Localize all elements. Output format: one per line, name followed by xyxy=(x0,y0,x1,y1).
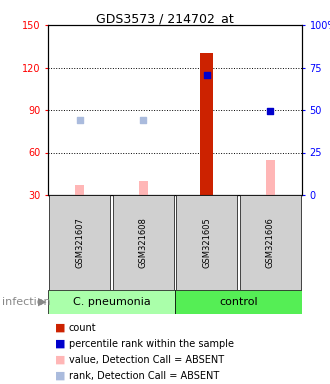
Bar xyxy=(175,290,302,314)
Text: rank, Detection Call = ABSENT: rank, Detection Call = ABSENT xyxy=(69,371,219,381)
Text: ■: ■ xyxy=(54,339,65,349)
Bar xyxy=(75,185,84,195)
Text: C. pneumonia: C. pneumonia xyxy=(73,297,150,307)
Text: control: control xyxy=(219,297,258,307)
Text: ■: ■ xyxy=(54,355,65,365)
Bar xyxy=(266,160,275,195)
Bar xyxy=(240,195,301,290)
Text: GSM321607: GSM321607 xyxy=(75,217,84,268)
Text: count: count xyxy=(69,323,96,333)
Bar xyxy=(200,53,213,195)
Bar xyxy=(176,195,237,290)
Bar xyxy=(48,290,175,314)
Text: GDS3573 / 214702_at: GDS3573 / 214702_at xyxy=(96,12,234,25)
Text: GSM321608: GSM321608 xyxy=(139,217,148,268)
Bar xyxy=(49,195,110,290)
Text: ▶: ▶ xyxy=(38,297,47,307)
Text: GSM321606: GSM321606 xyxy=(266,217,275,268)
Bar xyxy=(113,195,174,290)
Text: infection: infection xyxy=(2,297,50,307)
Text: ■: ■ xyxy=(54,371,65,381)
Point xyxy=(268,108,273,114)
Text: value, Detection Call = ABSENT: value, Detection Call = ABSENT xyxy=(69,355,224,365)
Text: GSM321605: GSM321605 xyxy=(202,217,211,268)
Point xyxy=(77,117,82,123)
Point xyxy=(141,117,146,123)
Text: ■: ■ xyxy=(54,323,65,333)
Point xyxy=(204,71,210,78)
Text: percentile rank within the sample: percentile rank within the sample xyxy=(69,339,234,349)
Bar xyxy=(139,181,148,195)
